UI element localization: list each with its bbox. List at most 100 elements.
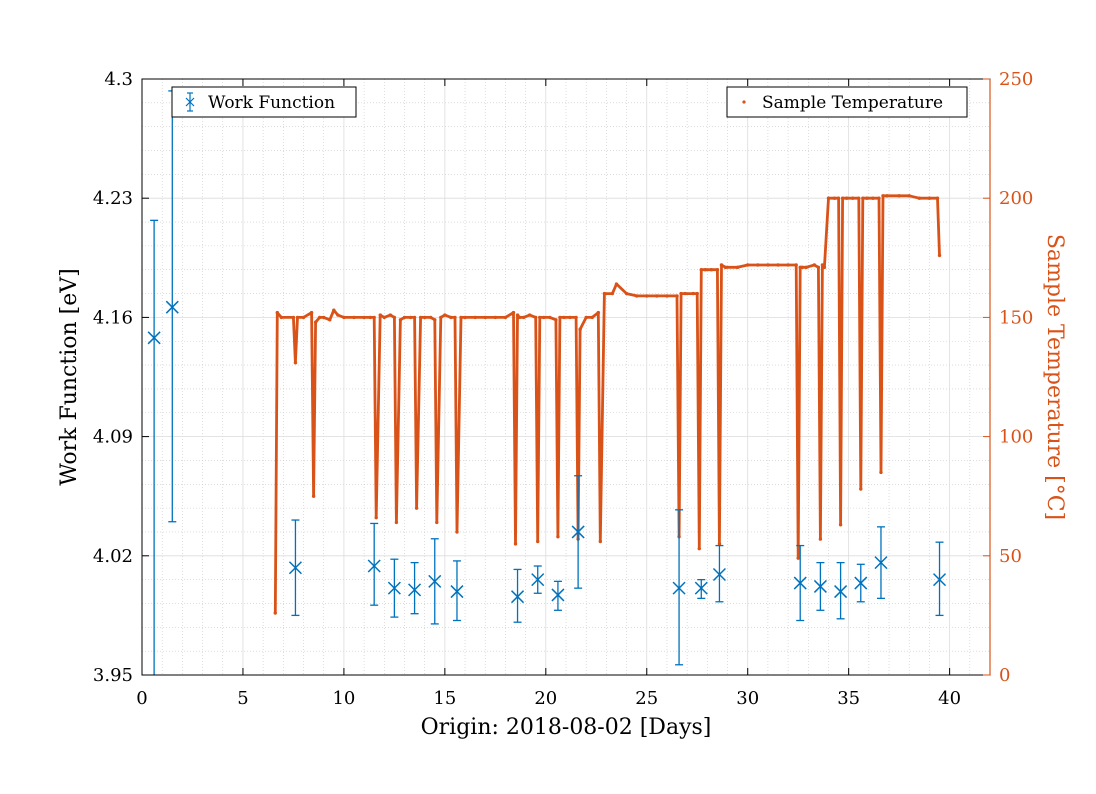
temperature-point — [515, 313, 520, 317]
temperature-point — [291, 315, 296, 320]
wf-point — [408, 561, 422, 615]
temperature-point — [578, 327, 582, 332]
temperature-point — [871, 196, 875, 200]
temperature-point — [832, 196, 837, 200]
temperature-point — [414, 506, 419, 510]
temperature-point — [590, 315, 594, 320]
temperature-point — [521, 315, 526, 320]
right-tick-label: 100 — [999, 427, 1033, 448]
wf-marker-stroke — [571, 525, 585, 539]
x-tick-label: 20 — [534, 688, 557, 709]
temperature-point — [513, 542, 518, 546]
temperature-point — [851, 196, 855, 200]
temperature-point — [859, 487, 863, 491]
left-tick-labels: 3.95 4.02 4.09 4.16 4.23 4.3 — [93, 69, 133, 686]
temperature-point — [877, 196, 881, 200]
temperature-point — [596, 310, 601, 315]
temperature-point — [443, 313, 447, 317]
temperature-point — [655, 294, 659, 298]
temperature-point — [536, 539, 540, 544]
wf-marker-stroke — [450, 585, 464, 599]
work-function-series — [147, 90, 947, 675]
temperature-point — [822, 265, 827, 270]
wf-point — [387, 558, 401, 618]
wf-marker-stroke — [531, 573, 545, 587]
temperature-point — [435, 520, 439, 525]
temperature-point — [311, 494, 316, 498]
legend-work-function-box — [171, 86, 357, 118]
temperature-point — [275, 310, 279, 315]
temperature-line — [273, 194, 941, 615]
temperature-point — [449, 315, 453, 320]
right-tick-label: 50 — [999, 546, 1022, 567]
temperature-point — [885, 194, 889, 198]
wf-marker-stroke — [367, 559, 381, 573]
left-tick-label: 4.16 — [93, 307, 133, 328]
temperature-point — [584, 315, 588, 320]
wf-point — [571, 475, 585, 589]
legend-work-function[interactable]: Work Function — [171, 86, 357, 118]
temperature-point — [826, 196, 831, 200]
wf-marker-stroke — [387, 581, 401, 595]
temperature-point — [328, 318, 332, 322]
x-tick-labels: 0 5 10 15 20 25 30 35 40 — [136, 688, 961, 709]
wf-marker-stroke — [408, 583, 422, 597]
temperature-point — [538, 315, 542, 320]
temperature-point — [697, 546, 701, 551]
left-tick-label: 4.23 — [93, 188, 133, 209]
temperature-point — [429, 315, 433, 320]
x-axis-label: Origin: 2018-08-02 [Days] — [421, 715, 712, 740]
wf-point — [511, 568, 525, 623]
temperature-point — [865, 196, 869, 200]
wf-point — [147, 219, 161, 675]
temperature-point — [838, 523, 843, 527]
temperature-point — [679, 291, 683, 296]
temperature-point — [699, 268, 703, 272]
wf-marker-stroke — [793, 576, 807, 590]
temperature-point — [897, 194, 901, 198]
temperature-point — [317, 315, 322, 320]
wf-marker-stroke — [694, 581, 708, 595]
temperature-point — [273, 611, 277, 615]
temperature-point — [542, 315, 546, 320]
wf-point — [531, 565, 545, 594]
temperature-point — [455, 530, 459, 534]
temperature-point — [786, 263, 790, 267]
right-tick-label: 150 — [999, 307, 1033, 328]
temperature-point — [717, 542, 722, 546]
temperature-point — [433, 318, 437, 322]
temperature-point — [634, 294, 639, 298]
legend-sample-temperature[interactable]: Sample Temperature — [726, 86, 968, 118]
temperature-point — [735, 265, 740, 270]
temperature-point — [483, 315, 487, 320]
wf-point — [712, 544, 726, 603]
temperature-point — [313, 320, 318, 324]
legend-work-function-label: Work Function — [208, 93, 335, 113]
left-tick-label: 4.09 — [93, 427, 133, 448]
wf-point — [874, 526, 888, 600]
temperature-point — [665, 294, 669, 298]
wf-marker-stroke — [147, 331, 161, 345]
temperature-point — [534, 315, 538, 320]
temperature-point — [937, 253, 942, 258]
temperature-point — [332, 308, 336, 312]
x-tick-label: 25 — [635, 688, 658, 709]
temperature-point — [675, 294, 679, 298]
temperature-point — [804, 265, 808, 270]
temperature-point — [610, 291, 615, 296]
temperature-point — [322, 315, 326, 320]
left-tick-label: 4.02 — [93, 546, 133, 567]
right-tick-label: 0 — [999, 665, 1010, 686]
temperature-point — [418, 315, 423, 320]
wf-point — [813, 561, 827, 611]
x-tick-label: 40 — [938, 688, 961, 709]
temperature-point — [796, 556, 800, 560]
temperature-point — [336, 313, 340, 317]
x-tick-label: 0 — [136, 688, 147, 709]
x-tick-label: 5 — [237, 688, 248, 709]
left-tick-label: 4.3 — [104, 69, 133, 90]
left-axis-label: Work Function [eV] — [57, 268, 82, 486]
temperature-point — [402, 315, 407, 320]
temperature-point — [818, 537, 823, 541]
